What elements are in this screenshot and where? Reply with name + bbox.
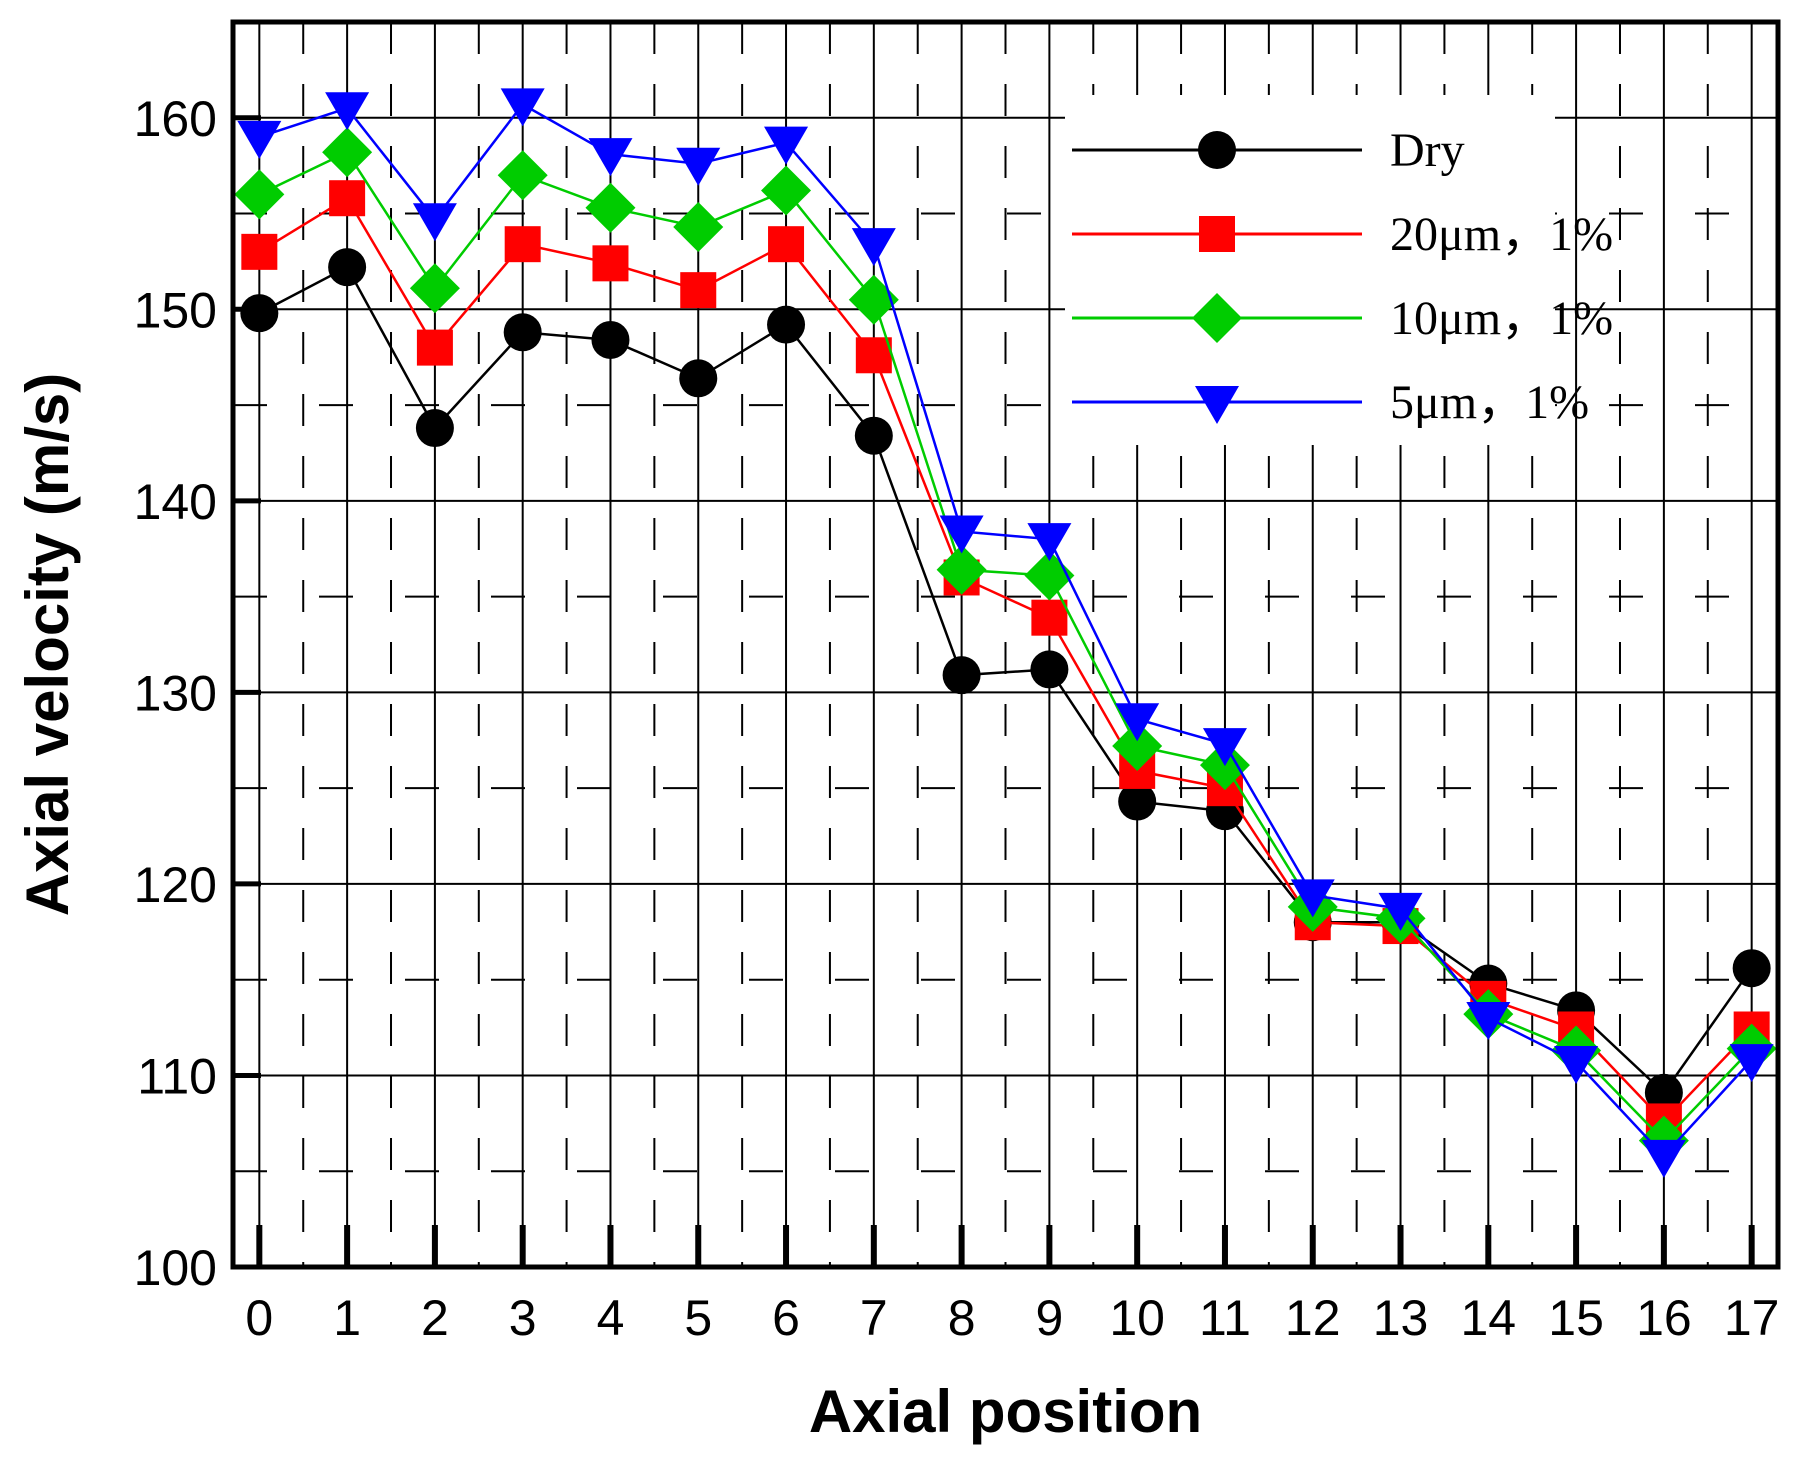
data-point	[764, 126, 809, 165]
x-tick-label: 4	[597, 1290, 625, 1346]
data-point	[503, 313, 542, 352]
series-line	[258, 102, 1753, 1158]
x-tick-label: 3	[509, 1290, 537, 1346]
data-point	[325, 92, 370, 131]
data-point	[1202, 728, 1247, 767]
legend-label: Dry	[1390, 124, 1465, 177]
data-point	[1644, 1073, 1683, 1112]
x-tick-label: 12	[1285, 1290, 1341, 1346]
legend-marker	[1198, 131, 1236, 169]
data-point	[851, 228, 896, 267]
data-point	[328, 248, 367, 287]
data-point	[591, 320, 630, 359]
x-tick-label: 6	[772, 1290, 800, 1346]
data-point	[1729, 1044, 1774, 1083]
legend-marker	[1192, 293, 1242, 343]
y-tick-label: 100	[134, 1240, 217, 1296]
legend: Dry 20μm，1% 10μm，1% 5μm，1%	[1065, 95, 1613, 445]
data-point	[322, 127, 373, 178]
data-point	[942, 656, 981, 695]
data-point	[761, 165, 812, 216]
legend-marker	[1195, 386, 1239, 424]
y-tick-label: 150	[134, 282, 217, 338]
data-point	[329, 180, 366, 217]
x-tick-label: 13	[1373, 1290, 1429, 1346]
data-point	[588, 138, 633, 177]
x-tick-label: 8	[948, 1290, 976, 1346]
data-point	[234, 169, 285, 220]
data-point	[412, 203, 457, 242]
data-point	[768, 226, 805, 263]
x-tick-label: 11	[1199, 1290, 1251, 1346]
data-point	[1290, 879, 1335, 918]
x-axis-title: Axial position	[809, 1378, 1202, 1445]
y-tick-label: 110	[137, 1048, 217, 1104]
tick-labels: 0 1 2 3 4 5 6 7 8 9 10 11 12 13 14 15 16 1710011012013014…	[134, 91, 1780, 1346]
data-point	[1554, 1046, 1599, 1085]
data-point	[767, 305, 806, 344]
x-tick-label: 17	[1724, 1290, 1780, 1346]
data-point	[240, 294, 279, 333]
x-tick-label: 0	[245, 1290, 273, 1346]
legend-background	[1065, 95, 1555, 445]
data-point	[585, 182, 636, 233]
x-tick-label: 10	[1109, 1290, 1165, 1346]
series-group	[234, 88, 1777, 1178]
data-point	[415, 409, 454, 448]
data-point	[1027, 523, 1072, 562]
data-point	[1118, 782, 1157, 821]
data-point	[241, 233, 278, 270]
data-point	[497, 150, 548, 201]
data-point	[855, 337, 892, 374]
x-tick-label: 16	[1636, 1290, 1692, 1346]
y-tick-label: 140	[134, 474, 217, 530]
data-point	[939, 515, 984, 554]
legend-label: 5μm，1%	[1390, 376, 1589, 429]
y-tick-label: 160	[134, 91, 217, 147]
data-point	[1641, 1139, 1686, 1178]
data-point	[673, 201, 724, 252]
x-tick-label: 14	[1461, 1290, 1517, 1346]
y-tick-label: 130	[134, 665, 217, 721]
legend-label: 20μm，1%	[1390, 208, 1613, 261]
data-point	[679, 359, 718, 398]
data-point	[680, 272, 717, 309]
y-tick-label: 120	[134, 857, 217, 913]
data-point	[1115, 703, 1160, 742]
y-axis-title: Axial velocity (m/s)	[14, 373, 81, 917]
plot-area-frame	[230, 19, 1781, 1270]
data-point	[592, 245, 629, 282]
data-point	[1732, 949, 1771, 988]
x-tick-label: 9	[1035, 1290, 1063, 1346]
data-point	[500, 88, 545, 127]
legend-label: 10μm，1%	[1390, 292, 1613, 345]
data-point	[936, 544, 987, 595]
data-point	[237, 120, 282, 159]
x-tick-label: 5	[684, 1290, 712, 1346]
data-point	[1378, 892, 1423, 931]
series-3	[237, 88, 1774, 1178]
data-point	[1466, 1002, 1511, 1040]
data-point	[1112, 721, 1163, 772]
x-tick-label: 1	[333, 1290, 361, 1346]
data-point	[676, 147, 721, 186]
x-tick-label: 2	[421, 1290, 449, 1346]
x-tick-label: 15	[1548, 1290, 1604, 1346]
data-point	[409, 263, 460, 314]
data-point	[1030, 650, 1069, 689]
data-point	[504, 226, 541, 263]
data-point	[854, 416, 893, 455]
legend-marker	[1199, 216, 1235, 252]
axis-ticks	[233, 115, 1755, 1270]
data-point	[416, 329, 453, 366]
x-tick-label: 7	[860, 1290, 888, 1346]
data-point	[1031, 599, 1068, 636]
